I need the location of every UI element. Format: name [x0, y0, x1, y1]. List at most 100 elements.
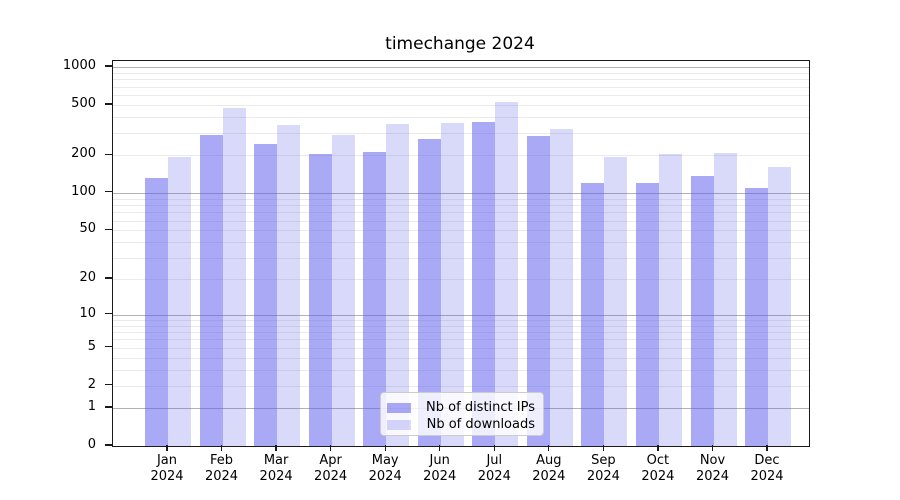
y-tick-200: [104, 153, 112, 155]
bar-downloads-feb: [222, 108, 246, 446]
y-tick-label-1000: 1000: [62, 58, 96, 73]
bar-distinct-ips-may: [363, 152, 387, 446]
bar-downloads-mar: [277, 125, 301, 446]
minor-gridline-50: [113, 230, 809, 232]
minor-gridline-90: [113, 198, 809, 200]
x-tick-label-feb: Feb 2024: [204, 453, 239, 484]
bar-downloads-jan: [168, 156, 191, 446]
bar-distinct-ips-jun: [417, 139, 441, 446]
y-tick-label-500: 500: [71, 96, 96, 111]
y-tick-1000: [104, 65, 112, 67]
y-tick-label-50: 50: [79, 221, 96, 237]
bar-distinct-ips-sep: [581, 183, 605, 446]
minor-gridline-7: [113, 331, 809, 333]
bar-downloads-dec: [768, 166, 791, 446]
minor-gridline-8: [113, 325, 809, 327]
minor-gridline-200: [113, 155, 809, 157]
bar-distinct-ips-jul: [472, 121, 496, 446]
x-tick-nov: [711, 445, 714, 451]
x-tick-label-mar: Mar 2024: [259, 453, 293, 484]
minor-gridline-700: [113, 86, 809, 88]
y-tick-0: [104, 444, 112, 446]
legend-row-downloads: Nb of downloads: [387, 416, 535, 433]
minor-gridline-30: [113, 257, 809, 259]
y-tick-2: [104, 384, 112, 386]
y-tick-500: [104, 103, 112, 105]
x-tick-label-apr: Apr 2024: [314, 453, 348, 484]
minor-gridline-4: [113, 357, 809, 359]
x-tick-label-jan: Jan 2024: [150, 453, 184, 484]
y-tick-label-2: 2: [87, 376, 96, 392]
minor-gridline-5: [113, 347, 809, 349]
y-tick-label-10: 10: [79, 305, 96, 321]
bar-downloads-jun: [440, 122, 464, 446]
minor-gridline-6: [113, 339, 809, 341]
minor-gridline-2: [113, 385, 809, 387]
bar-distinct-ips-aug: [526, 136, 550, 446]
y-tick-20: [104, 277, 112, 279]
x-tick-label-may: May 2024: [368, 453, 402, 484]
minor-gridline-70: [113, 212, 809, 214]
x-tick-apr: [330, 445, 332, 451]
x-tick-label-jun: Jun 2024: [423, 453, 457, 484]
y-tick-label-20: 20: [79, 270, 96, 285]
x-tick-jul: [493, 445, 495, 451]
y-tick-50: [104, 228, 112, 230]
bar-downloads-jul: [495, 102, 519, 446]
x-tick-label-jul: Jul 2024: [477, 453, 511, 484]
minor-gridline-9: [113, 319, 809, 321]
minor-gridline-20: [113, 279, 809, 280]
minor-gridline-600: [113, 95, 809, 96]
x-tick-label-nov: Nov 2024: [695, 453, 730, 484]
minor-gridline-500: [113, 105, 809, 106]
legend-label-downloads: Nb of downloads: [426, 417, 535, 432]
x-tick-dec: [766, 445, 768, 451]
y-tick-label-100: 100: [71, 183, 96, 199]
legend-swatch-downloads: [387, 419, 411, 430]
legend-row-distinct-ips: Nb of distinct IPs: [387, 399, 535, 416]
y-tick-label-0: 0: [87, 437, 96, 452]
minor-gridline-40: [113, 242, 809, 244]
minor-gridline-900: [113, 72, 809, 74]
bar-distinct-ips-oct: [635, 182, 659, 446]
bar-distinct-ips-dec: [745, 187, 768, 446]
minor-gridline-80: [113, 204, 809, 206]
x-tick-feb: [220, 445, 223, 451]
legend: Nb of distinct IPs Nb of downloads: [380, 392, 544, 436]
y-tick-label-1: 1: [87, 399, 96, 414]
y-tick-10: [104, 312, 112, 315]
x-tick-may: [384, 445, 386, 451]
x-tick-jun: [439, 445, 441, 451]
minor-gridline-60: [113, 220, 809, 222]
bar-distinct-ips-mar: [254, 144, 278, 446]
x-tick-label-aug: Aug 2024: [532, 453, 566, 484]
x-tick-jan: [166, 445, 168, 451]
legend-label-distinct-ips: Nb of distinct IPs: [426, 400, 535, 415]
bar-downloads-nov: [713, 152, 737, 446]
x-tick-mar: [275, 445, 277, 451]
y-tick-label-200: 200: [71, 146, 96, 162]
y-tick-100: [104, 191, 112, 193]
x-tick-label-oct: Oct 2024: [641, 453, 675, 484]
bar-distinct-ips-apr: [308, 153, 332, 446]
bar-downloads-aug: [549, 128, 573, 446]
minor-gridline-400: [113, 117, 809, 119]
bar-downloads-sep: [604, 157, 628, 446]
x-tick-aug: [548, 445, 550, 451]
x-tick-label-dec: Dec 2024: [750, 453, 784, 484]
bar-distinct-ips-nov: [690, 176, 714, 446]
chart-title: timechange 2024: [385, 34, 535, 54]
major-gridline-100: [113, 192, 809, 194]
major-gridline-10: [113, 314, 809, 316]
major-gridline-1000: [113, 67, 809, 68]
minor-gridline-3: [113, 370, 809, 371]
y-tick-5: [104, 346, 112, 348]
x-tick-sep: [602, 445, 604, 451]
x-tick-oct: [657, 445, 659, 451]
y-tick-1: [104, 406, 112, 408]
plot-area: [112, 60, 810, 447]
bar-downloads-may: [386, 124, 410, 446]
minor-gridline-800: [113, 79, 809, 81]
bar-distinct-ips-jan: [145, 177, 168, 446]
